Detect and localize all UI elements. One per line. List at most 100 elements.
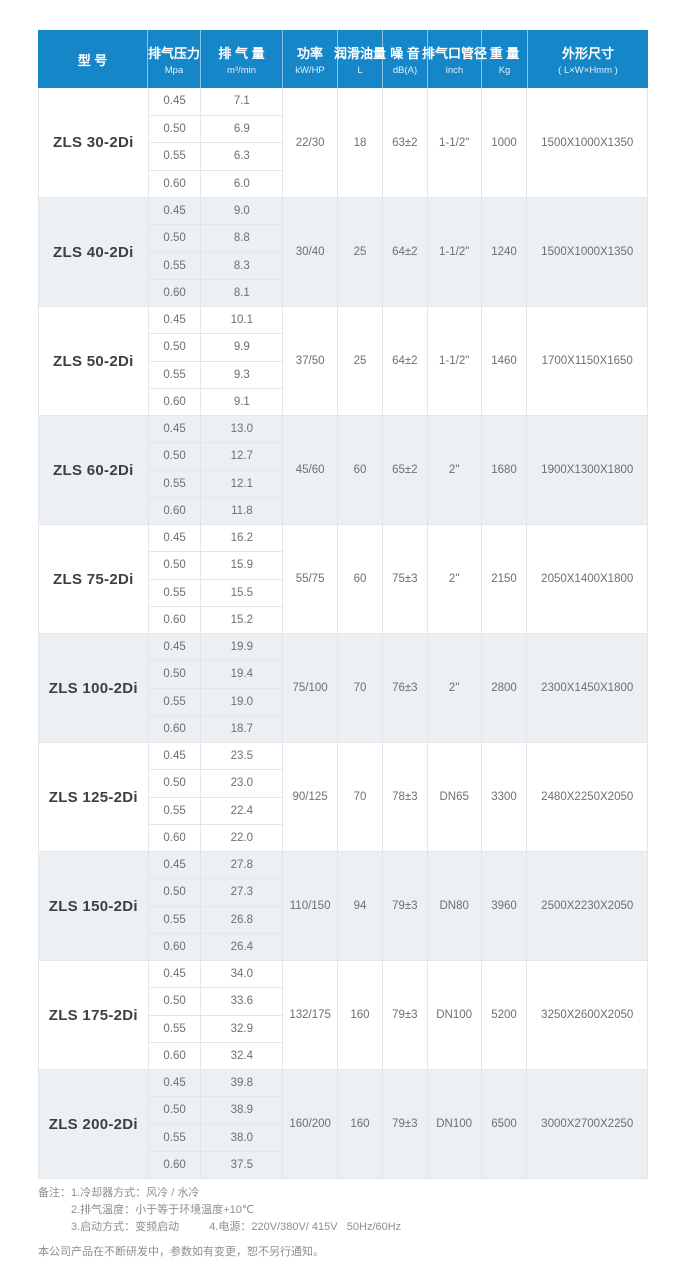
pressures-column: 0.45 0.50 0.55 0.60 bbox=[148, 961, 202, 1069]
model-name: ZLS 125-2Di bbox=[39, 743, 149, 851]
displacement-value: 11.8 bbox=[201, 496, 283, 524]
model-name: ZLS 150-2Di bbox=[39, 852, 149, 960]
displacement-value: 8.3 bbox=[201, 251, 283, 279]
displacement-value: 19.0 bbox=[201, 687, 283, 715]
power-value: 75/100 bbox=[283, 634, 339, 742]
table-header-row: 型 号 排气压力 Mpa 排 气 量 m³/min 功率 kW/HP 润滑油量 L 噪 音 dB(A… bbox=[38, 30, 648, 88]
column-unit: dB(A) bbox=[392, 64, 418, 76]
pressures-column: 0.45 0.50 0.55 0.60 bbox=[148, 634, 202, 742]
dims-value: 3250X2600X2050 bbox=[541, 1009, 634, 1021]
pressure-value: 0.50 bbox=[148, 769, 201, 796]
dims-value: 2300X1450X1800 bbox=[541, 682, 634, 694]
model-name: ZLS 175-2Di bbox=[39, 961, 149, 1069]
displacement-value: 27.8 bbox=[230, 859, 254, 872]
oil-value: 25 bbox=[338, 198, 383, 306]
column-unit: m³/min bbox=[226, 64, 257, 76]
power-value: 45/60 bbox=[283, 416, 339, 524]
table-row: ZLS 40-2Di 0.45 0.50 0.55 0.60 9.0 8.8 8.3 8.1 30… bbox=[39, 197, 647, 306]
table-row: ZLS 175-2Di 0.45 0.50 0.55 0.60 34.0 33.6 32.9 3… bbox=[39, 960, 647, 1069]
port-value: DN100 bbox=[428, 961, 482, 1069]
column-title: 润滑油量 bbox=[334, 45, 387, 61]
table-row: ZLS 50-2Di 0.45 0.50 0.55 0.60 10.1 9.9 9.3 9.1 3… bbox=[39, 306, 647, 415]
column-header-noise: 噪 音 dB(A) bbox=[383, 30, 428, 88]
pressure-value: 0.50 bbox=[148, 878, 201, 905]
weight-value: 1240 bbox=[482, 198, 528, 306]
port-value: 1-1/2" bbox=[428, 307, 482, 415]
column-unit: ( L×W×Hmm ) bbox=[558, 64, 618, 76]
pressure-value: 0.60 bbox=[148, 932, 201, 960]
displacement-value: 27.3 bbox=[201, 878, 283, 905]
displacement-value: 8.1 bbox=[201, 278, 283, 306]
power-value: 110/150 bbox=[283, 852, 339, 960]
note-power-supply: 4.电源：220V/380V/ 415V 50Hz/60Hz bbox=[209, 1221, 402, 1233]
displacement-value: 16.2 bbox=[230, 532, 254, 545]
column-title: 外形尺寸 bbox=[561, 45, 614, 61]
pressure-value: 0.55 bbox=[148, 360, 201, 388]
displacements-column: 19.9 19.4 19.0 18.7 bbox=[201, 634, 284, 742]
weight-value: 5200 bbox=[482, 961, 528, 1069]
port-value: 2" bbox=[428, 634, 482, 742]
pressure-value: 0.55 bbox=[148, 687, 201, 715]
column-header-weight: 重 量 Kg bbox=[482, 30, 528, 88]
displacements-column: 13.0 12.7 12.1 11.8 bbox=[201, 416, 284, 524]
displacement-value: 9.0 bbox=[233, 205, 250, 218]
table-body: ZLS 30-2Di 0.45 0.50 0.55 0.60 7.1 6.9 6.3 6.0 22… bbox=[38, 88, 648, 1179]
pressure-value: 0.50 bbox=[148, 333, 201, 360]
disclaimer-text: 本公司产品在不断研发中，参数如有变更，恕不另行通知。 bbox=[38, 1246, 324, 1258]
power-value: 30/40 bbox=[283, 198, 339, 306]
note-cooling: 1.冷却器方式：风冷 / 水冷 bbox=[71, 1187, 200, 1199]
weight-value: 6500 bbox=[482, 1070, 528, 1178]
displacement-value: 23.5 bbox=[230, 750, 254, 763]
column-header-power: 功率 kW/HP bbox=[283, 30, 338, 88]
weight-value: 2800 bbox=[482, 634, 528, 742]
pressure-value: 0.50 bbox=[148, 224, 201, 251]
column-title: 重 量 bbox=[489, 45, 520, 61]
port-value: DN100 bbox=[428, 1070, 482, 1178]
pressure-value: 0.60 bbox=[148, 169, 201, 198]
noise-value: 78±3 bbox=[383, 743, 428, 851]
dims-value: 2480X2250X2050 bbox=[541, 791, 634, 803]
column-header-pressure: 排气压力 Mpa bbox=[148, 30, 201, 88]
weight-value: 3300 bbox=[482, 743, 528, 851]
column-unit: inch bbox=[445, 64, 464, 76]
noise-value: 79±3 bbox=[383, 1070, 428, 1178]
pressure-value: 0.55 bbox=[148, 142, 201, 170]
displacements-column: 7.1 6.9 6.3 6.0 bbox=[201, 88, 284, 198]
pressure-value: 0.45 bbox=[163, 532, 186, 545]
pressure-value: 0.45 bbox=[163, 95, 186, 108]
displacement-value: 15.2 bbox=[201, 605, 283, 633]
oil-value: 25 bbox=[338, 307, 383, 415]
column-title: 排 气 量 bbox=[218, 45, 265, 61]
displacements-column: 34.0 33.6 32.9 32.4 bbox=[201, 961, 284, 1069]
notes-block: 备注： 1.冷却器方式：风冷 / 水冷 2.排气温度：小于等于环境温度+10℃ 3… bbox=[38, 1185, 401, 1236]
pressure-value: 0.60 bbox=[148, 278, 201, 306]
pressure-value: 0.60 bbox=[148, 496, 201, 524]
dims-value: 1500X1000X1350 bbox=[541, 136, 634, 149]
dims-value: 1700X1150X1650 bbox=[541, 355, 633, 367]
port-value: 1-1/2" bbox=[428, 88, 482, 197]
displacements-column: 27.8 27.3 26.8 26.4 bbox=[201, 852, 284, 960]
pressure-value: 0.50 bbox=[148, 1096, 201, 1123]
displacement-value: 6.9 bbox=[201, 114, 283, 143]
displacement-value: 12.1 bbox=[201, 469, 283, 497]
oil-value: 60 bbox=[338, 525, 383, 633]
table-row: ZLS 75-2Di 0.45 0.50 0.55 0.60 16.2 15.9 15.5 15… bbox=[39, 524, 647, 633]
column-header-oil: 润滑油量 L bbox=[334, 30, 386, 88]
table-row: ZLS 60-2Di 0.45 0.50 0.55 0.60 13.0 12.7 12.1 11… bbox=[39, 415, 647, 524]
oil-value: 18 bbox=[338, 88, 383, 197]
pressure-value: 0.50 bbox=[148, 551, 201, 578]
note-line-3: 3.启动方式：变频启动 4.电源：220V/380V/ 415V 50Hz/60H… bbox=[38, 1219, 401, 1236]
pressure-value: 0.45 bbox=[163, 750, 186, 763]
noise-value: 79±3 bbox=[383, 961, 428, 1069]
displacement-value: 37.5 bbox=[201, 1150, 283, 1178]
model-name: ZLS 50-2Di bbox=[39, 307, 149, 415]
noise-value: 79±3 bbox=[383, 852, 428, 960]
displacement-value: 6.0 bbox=[201, 169, 283, 198]
displacement-value: 18.7 bbox=[201, 714, 283, 742]
pressures-column: 0.45 0.50 0.55 0.60 bbox=[148, 416, 202, 524]
pressure-value: 0.55 bbox=[148, 251, 201, 279]
displacement-value: 13.0 bbox=[230, 423, 254, 436]
spec-table: 型 号 排气压力 Mpa 排 气 量 m³/min 功率 kW/HP 润滑油量 L 噪 音 dB(A… bbox=[38, 30, 648, 1179]
oil-value: 70 bbox=[338, 634, 383, 742]
power-value: 37/50 bbox=[283, 307, 339, 415]
